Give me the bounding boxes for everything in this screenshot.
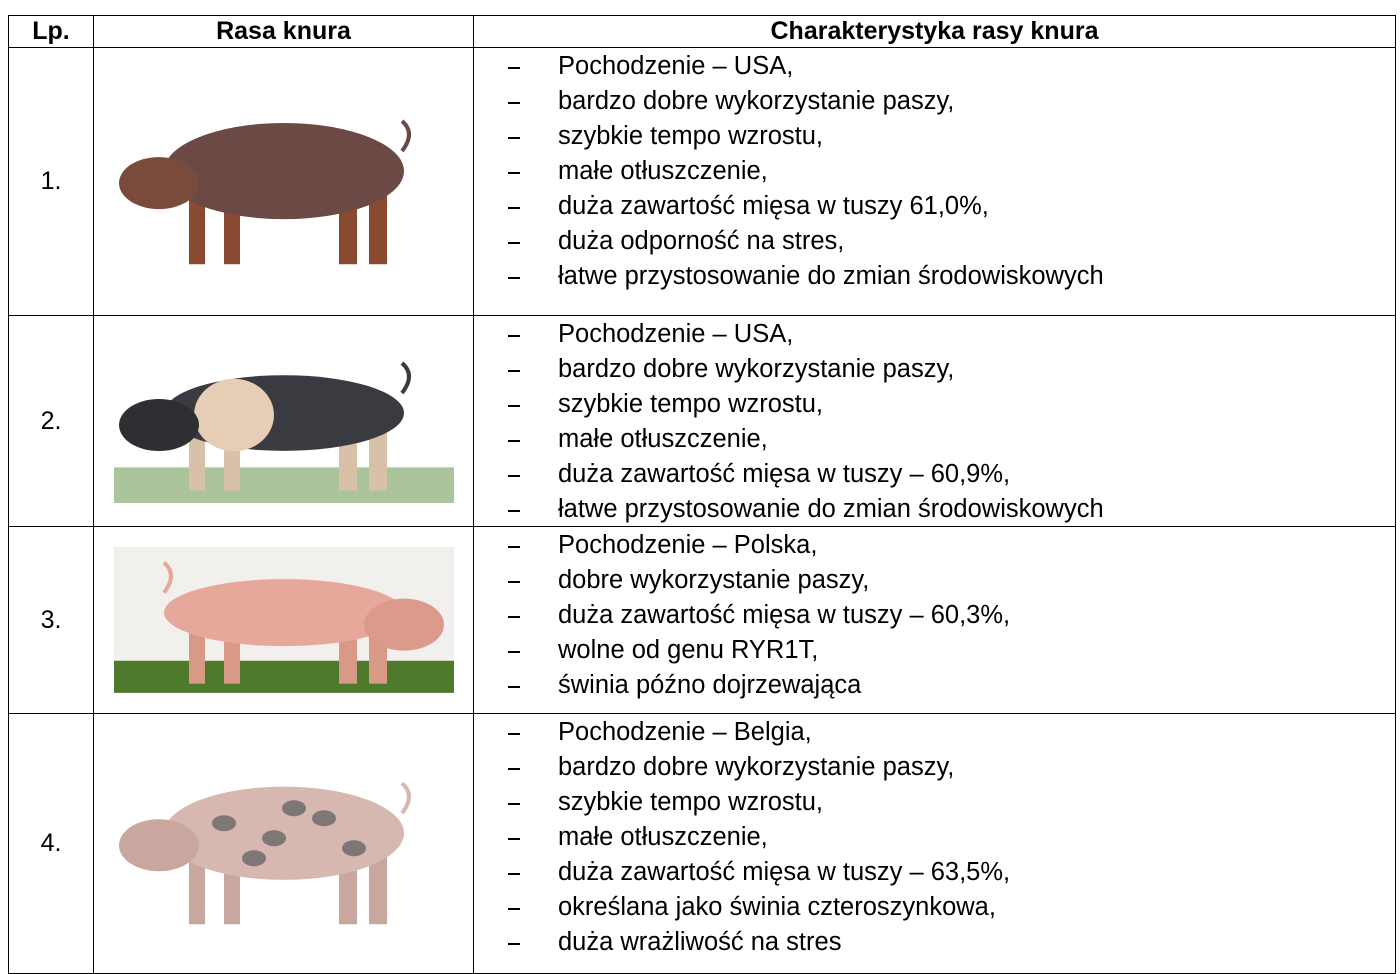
trait-list: Pochodzenie – Belgia,bardzo dobre wykorz… (474, 714, 1395, 960)
trait-item: Pochodzenie – Polska, (558, 528, 1395, 563)
trait-item: bardzo dobre wykorzystanie paszy, (558, 84, 1395, 119)
trait-item: Pochodzenie – Belgia, (558, 715, 1395, 750)
trait-item: duża odporność na stres, (558, 224, 1395, 259)
table: Lp. Rasa knura Charakterystyka rasy knur… (8, 15, 1396, 974)
trait-item: dobre wykorzystanie paszy, (558, 563, 1395, 598)
trait-item: świnia późno dojrzewająca (558, 668, 1395, 703)
header-row: Lp. Rasa knura Charakterystyka rasy knur… (8, 15, 1396, 48)
trait-item: szybkie tempo wzrostu, (558, 387, 1395, 422)
trait-item: wolne od genu RYR1T, (558, 633, 1395, 668)
trait-item: szybkie tempo wzrostu, (558, 119, 1395, 154)
image-cell (94, 714, 474, 973)
trait-item: bardzo dobre wykorzystanie paszy, (558, 750, 1395, 785)
trait-item: duża zawartość mięsa w tuszy 61,0%, (558, 189, 1395, 224)
trait-item: Pochodzenie – USA, (558, 49, 1395, 84)
trait-item: bardzo dobre wykorzystanie paszy, (558, 352, 1395, 387)
trait-list: Pochodzenie – USA,bardzo dobre wykorzyst… (474, 316, 1395, 527)
traits-cell: Pochodzenie – Polska,dobre wykorzystanie… (474, 527, 1395, 713)
pig-image (114, 339, 454, 504)
trait-item: duża zawartość mięsa w tuszy – 60,9%, (558, 457, 1395, 492)
table-row: 4. Pochodzenie – Belgia,bardzo dobre wyko… (8, 714, 1396, 974)
table-row: 1. Pochodzenie – USA,bardzo dobre wykorzy… (8, 48, 1396, 316)
pig-image (114, 77, 454, 286)
row-number: 3. (9, 527, 94, 713)
row-number: 2. (9, 316, 94, 526)
header-cell: Lp. (9, 16, 94, 47)
pig-image (114, 742, 454, 945)
image-cell (94, 48, 474, 315)
image-cell (94, 527, 474, 713)
row-number: 4. (9, 714, 94, 973)
pig-image (114, 547, 454, 693)
header-cell: Rasa knura (94, 16, 474, 47)
traits-cell: Pochodzenie – USA,bardzo dobre wykorzyst… (474, 316, 1395, 526)
table-row: 2. Pochodzenie – USA,bardzo dobre wykorzy… (8, 316, 1396, 527)
trait-list: Pochodzenie – Polska,dobre wykorzystanie… (474, 527, 1395, 703)
row-number: 1. (9, 48, 94, 315)
table-row: 3. Pochodzenie – Polska,dobre wykorzystan… (8, 527, 1396, 714)
trait-item: szybkie tempo wzrostu, (558, 785, 1395, 820)
trait-item: duża zawartość mięsa w tuszy – 63,5%, (558, 855, 1395, 890)
traits-cell: Pochodzenie – USA,bardzo dobre wykorzyst… (474, 48, 1395, 315)
trait-item: małe otłuszczenie, (558, 820, 1395, 855)
trait-item: duża zawartość mięsa w tuszy – 60,3%, (558, 598, 1395, 633)
trait-item: Pochodzenie – USA, (558, 317, 1395, 352)
image-cell (94, 316, 474, 526)
trait-item: duża wrażliwość na stres (558, 925, 1395, 960)
trait-item: małe otłuszczenie, (558, 422, 1395, 457)
trait-item: łatwe przystosowanie do zmian środowisko… (558, 259, 1395, 294)
page: Lp. Rasa knura Charakterystyka rasy knur… (0, 0, 1400, 971)
trait-item: małe otłuszczenie, (558, 154, 1395, 189)
trait-item: określana jako świnia czteroszynkowa, (558, 890, 1395, 925)
header-cell: Charakterystyka rasy knura (474, 16, 1395, 47)
trait-item: łatwe przystosowanie do zmian środowisko… (558, 492, 1395, 527)
traits-cell: Pochodzenie – Belgia,bardzo dobre wykorz… (474, 714, 1395, 973)
trait-list: Pochodzenie – USA,bardzo dobre wykorzyst… (474, 48, 1395, 294)
